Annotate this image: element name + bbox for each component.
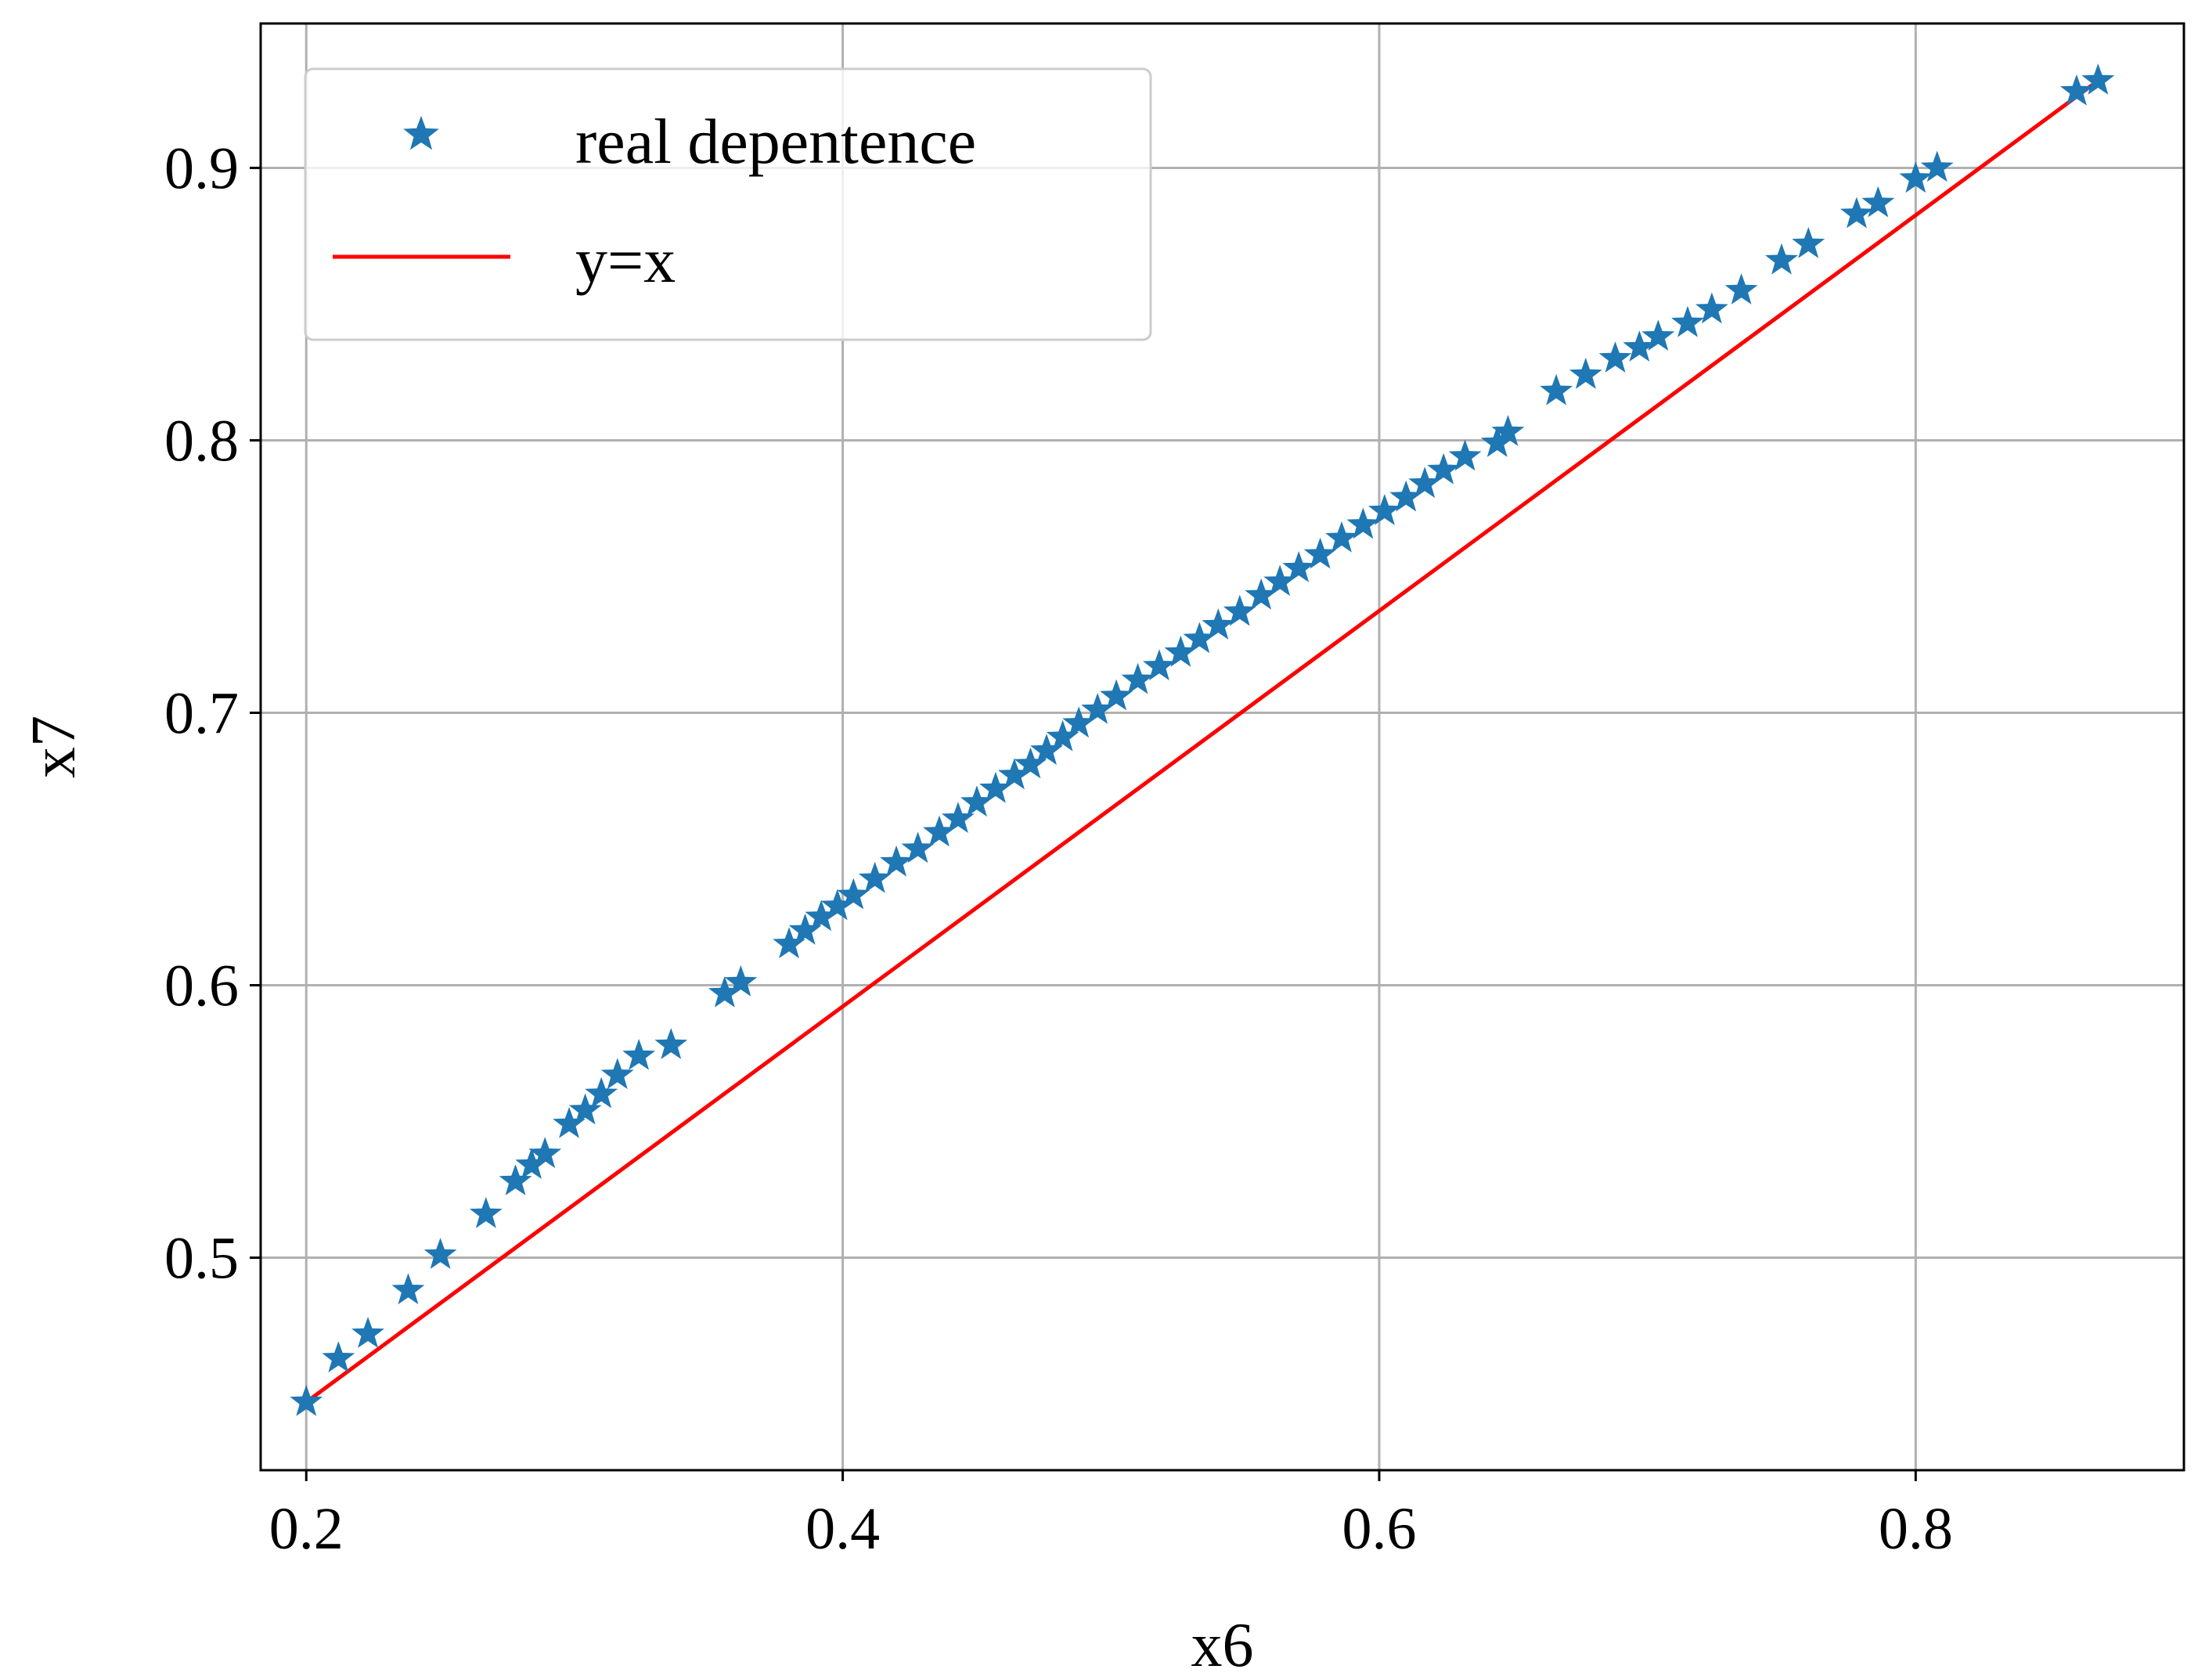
data-point [1223,594,1256,626]
data-point [998,758,1031,790]
data-point [499,1164,532,1195]
x-tick-label: 0.4 [805,1496,880,1562]
data-point [2081,63,2115,95]
data-point [1920,150,1954,182]
data-point [622,1039,656,1070]
data-point [1765,243,1798,275]
data-point [901,831,935,863]
data-point [942,802,975,833]
data-point [1641,319,1675,351]
data-point [1540,373,1573,406]
data-point [979,771,1012,803]
data-point [1202,608,1235,640]
data-point [553,1107,586,1138]
data-point [600,1058,634,1090]
data-point [1623,330,1656,362]
data-point [1899,161,1933,193]
data-point [351,1317,384,1348]
data-point [1346,507,1380,539]
data-point [2060,74,2093,106]
y-tick-label: 0.9 [164,135,239,201]
legend-label-real-depentence: real depentence [575,106,976,177]
legend: real depentence y=x [304,67,1152,341]
data-point [290,1385,323,1416]
data-point [788,913,822,945]
data-point [1408,467,1442,498]
data-point [1030,734,1063,765]
data-point [1695,292,1728,324]
data-point [1724,273,1758,305]
data-point [1480,426,1514,457]
data-point [837,878,870,910]
data-point [1263,564,1297,597]
data-point [1100,679,1133,711]
data-point [585,1076,618,1109]
line-series [304,79,2099,1404]
data-point [1164,635,1198,667]
legend-box [304,67,1152,341]
data-point [820,889,854,921]
y-tick-label: 0.8 [164,408,239,474]
legend-star-marker [403,116,439,150]
data-point [1861,186,1895,218]
data-point [1081,693,1115,724]
data-point [528,1137,562,1169]
y-tick-label: 0.5 [164,1226,239,1292]
tick-labels: 0.2 0.4 0.6 0.8 0.5 0.6 0.7 0.8 0.9 [164,135,1953,1562]
data-point [724,965,758,997]
data-point [1569,357,1602,389]
line-y-equals-x [304,79,2099,1404]
data-point [1671,305,1704,337]
data-point [1448,439,1482,471]
data-point [1282,551,1316,582]
data-point [773,927,805,959]
data-point [1598,341,1632,373]
y-tick-label: 0.6 [164,954,239,1019]
data-point [1792,226,1825,258]
data-point [1840,196,1873,229]
data-point [1143,649,1176,681]
data-point [1062,706,1096,738]
y-axis-label: x7 [20,716,88,778]
axis-ticks [250,166,1917,1481]
data-point [858,861,892,893]
x-tick-label: 0.8 [1879,1496,1953,1562]
data-point [469,1196,503,1228]
data-point [960,785,993,817]
x-tick-label: 0.2 [269,1496,344,1562]
data-point [923,815,956,847]
x-axis-label: x6 [1191,1611,1254,1680]
legend-label-y-equals-x: y=x [575,225,676,296]
data-point [1303,537,1337,569]
data-point [1014,747,1047,779]
data-point [568,1093,602,1125]
data-point [1183,622,1216,654]
data-point [1046,719,1079,752]
data-point [1245,578,1278,610]
data-point [515,1148,548,1179]
data-point [423,1238,457,1269]
data-point [654,1028,688,1059]
data-point [391,1273,425,1305]
data-point [708,976,741,1008]
plot-frame [259,22,2185,1472]
data-point [1325,521,1358,553]
data-point [322,1341,355,1373]
data-point [1121,662,1155,694]
x-tick-label: 0.6 [1342,1496,1416,1562]
scatter-series [290,63,2115,1416]
data-point [1491,415,1525,446]
data-point [1389,480,1423,512]
data-point [880,845,913,877]
data-point [1427,452,1461,485]
data-point [805,899,838,932]
legend-star [403,116,439,150]
data-point [1367,494,1401,525]
y-tick-label: 0.7 [164,680,239,746]
